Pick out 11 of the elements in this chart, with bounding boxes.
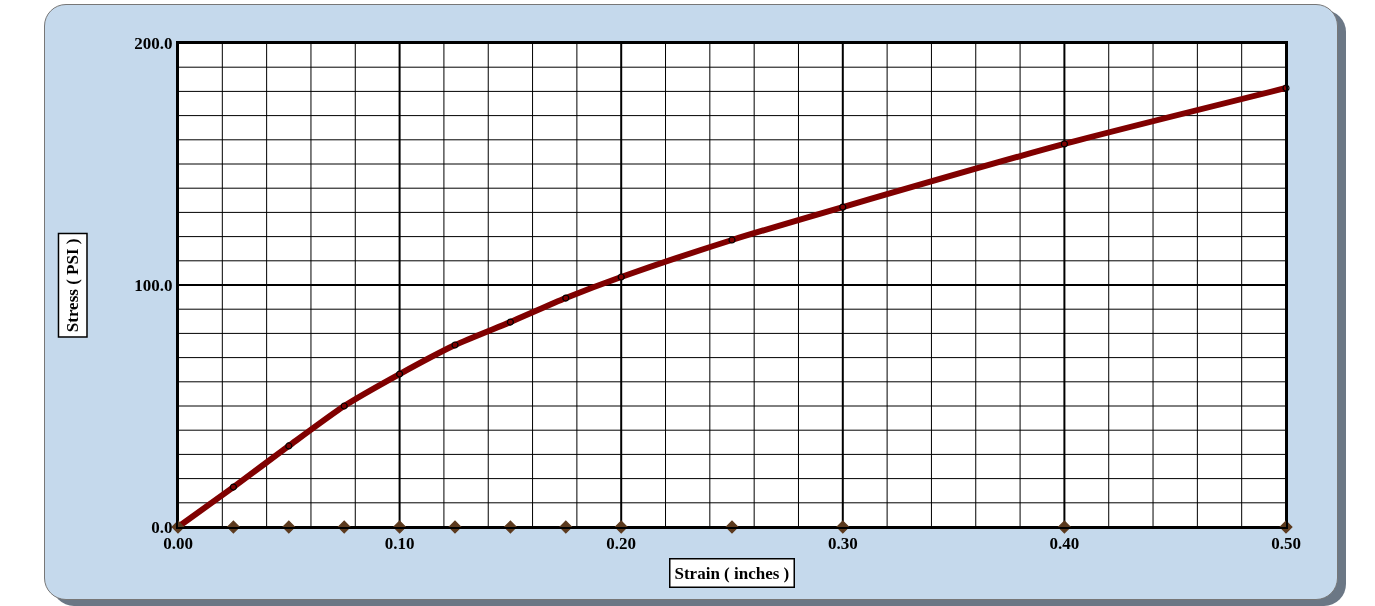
x-axis-title: Strain ( inches ) [674,563,790,583]
x-tick-label: 0.50 [1271,534,1301,554]
x-tick-label: 0.00 [163,534,193,554]
x-tick-label: 0.20 [606,534,637,554]
x-tick-label: 0.30 [827,534,858,554]
y-axis-title: Stress ( PSI ) [63,238,83,333]
y-tick-label: 100.0 [134,275,173,295]
y-tick-label: 0.0 [151,517,173,537]
x-tick-label: 0.40 [1049,534,1080,554]
x-tick-label: 0.10 [384,534,415,554]
y-tick-label: 200.0 [134,33,173,53]
